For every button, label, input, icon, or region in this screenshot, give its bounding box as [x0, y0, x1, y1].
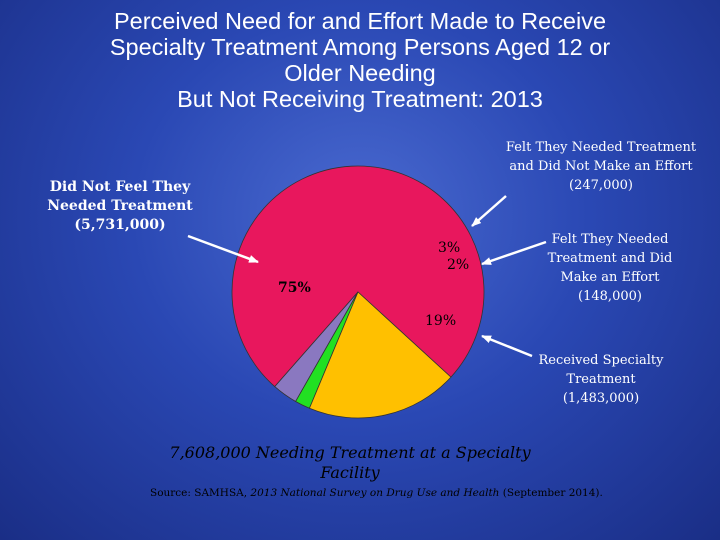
slice-label-did-not-feel: Did Not Feel They Needed Treatment (5,73…: [30, 178, 210, 235]
pie-slice-did-not-feel: [231, 165, 485, 388]
label-line: Felt They Needed: [551, 232, 669, 247]
slice-label-made-effort: Felt They Needed Treatment and Did Make …: [540, 230, 680, 306]
label-line: Make an Effort: [560, 270, 660, 285]
label-line: (148,000): [578, 289, 642, 304]
pct-label-made-effort: 2%: [447, 257, 470, 273]
title-line: Older Needing: [284, 60, 436, 86]
pct-label-received: 19%: [425, 313, 457, 329]
source-note: Source: SAMHSA, 2013 National Survey on …: [150, 487, 603, 499]
label-line: Treatment and Did: [547, 251, 673, 266]
source-suffix: (September 2014).: [499, 487, 603, 499]
total-note: 7,608,000 Needing Treatment at a Special…: [160, 443, 540, 483]
total-line: 7,608,000 Needing Treatment at a Special…: [169, 443, 531, 462]
arrow-did-not-feel: [187, 234, 259, 264]
slice-label-no-effort: Felt They Needed Treatment and Did Not M…: [494, 138, 708, 195]
total-line: Facility: [320, 463, 380, 482]
label-line: Treatment: [566, 372, 636, 387]
arrow-received: [481, 334, 533, 358]
label-line: Did Not Feel They: [49, 179, 191, 195]
source-survey-name: 2013 National Survey on Drug Use and Hea…: [250, 487, 500, 499]
arrow-made-effort: [481, 240, 547, 266]
pct-label-did-not-feel: 75%: [278, 280, 311, 296]
label-line: Felt They Needed Treatment: [505, 140, 697, 155]
label-line: and Did Not Make an Effort: [509, 159, 693, 174]
arrow-no-effort: [471, 195, 507, 227]
label-line: Needed Treatment: [47, 198, 193, 214]
label-line: (247,000): [569, 178, 633, 193]
label-line: Received Specialty: [538, 353, 664, 368]
title-line: Specialty Treatment Among Persons Aged 1…: [109, 34, 611, 60]
source-prefix: Source: SAMHSA,: [150, 487, 251, 499]
title-line: But Not Receiving Treatment: 2013: [177, 86, 543, 112]
title-line: Perceived Need for and Effort Made to Re…: [113, 8, 607, 34]
chart-title: Perceived Need for and Effort Made to Re…: [20, 8, 700, 112]
label-line: (1,483,000): [562, 391, 640, 406]
pie-slice-received: [308, 291, 452, 419]
label-line: (5,731,000): [74, 217, 166, 233]
pct-label-no-effort: 3%: [438, 240, 461, 256]
slice-label-received: Received Specialty Treatment (1,483,000): [526, 351, 676, 408]
